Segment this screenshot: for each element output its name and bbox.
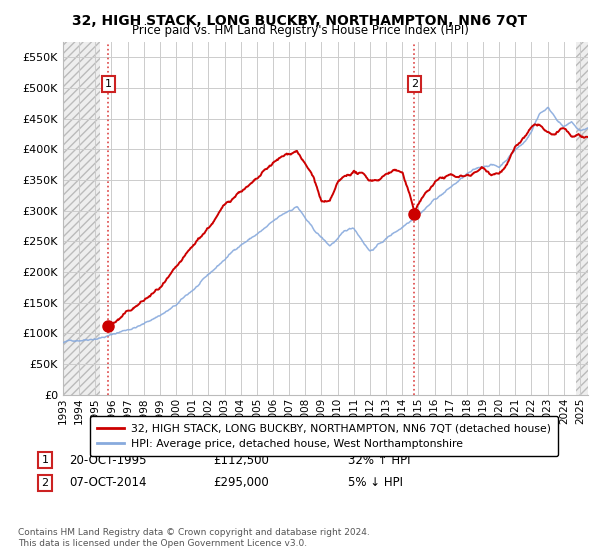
Text: 2: 2: [411, 80, 418, 90]
Text: 5% ↓ HPI: 5% ↓ HPI: [348, 476, 403, 489]
Text: £295,000: £295,000: [213, 476, 269, 489]
Bar: [576, 42, 588, 395]
Text: 07-OCT-2014: 07-OCT-2014: [69, 476, 146, 489]
Legend: 32, HIGH STACK, LONG BUCKBY, NORTHAMPTON, NN6 7QT (detached house), HPI: Average: 32, HIGH STACK, LONG BUCKBY, NORTHAMPTON…: [89, 416, 559, 456]
Text: 1: 1: [105, 80, 112, 90]
Text: 1: 1: [41, 455, 49, 465]
Text: 32, HIGH STACK, LONG BUCKBY, NORTHAMPTON, NN6 7QT: 32, HIGH STACK, LONG BUCKBY, NORTHAMPTON…: [73, 14, 527, 28]
Text: 20-OCT-1995: 20-OCT-1995: [69, 454, 146, 467]
Bar: [63, 42, 100, 395]
Text: £112,500: £112,500: [213, 454, 269, 467]
Text: Contains HM Land Registry data © Crown copyright and database right 2024.
This d: Contains HM Land Registry data © Crown c…: [18, 528, 370, 548]
Text: Price paid vs. HM Land Registry's House Price Index (HPI): Price paid vs. HM Land Registry's House …: [131, 24, 469, 36]
Text: 32% ↑ HPI: 32% ↑ HPI: [348, 454, 410, 467]
Text: 2: 2: [41, 478, 49, 488]
